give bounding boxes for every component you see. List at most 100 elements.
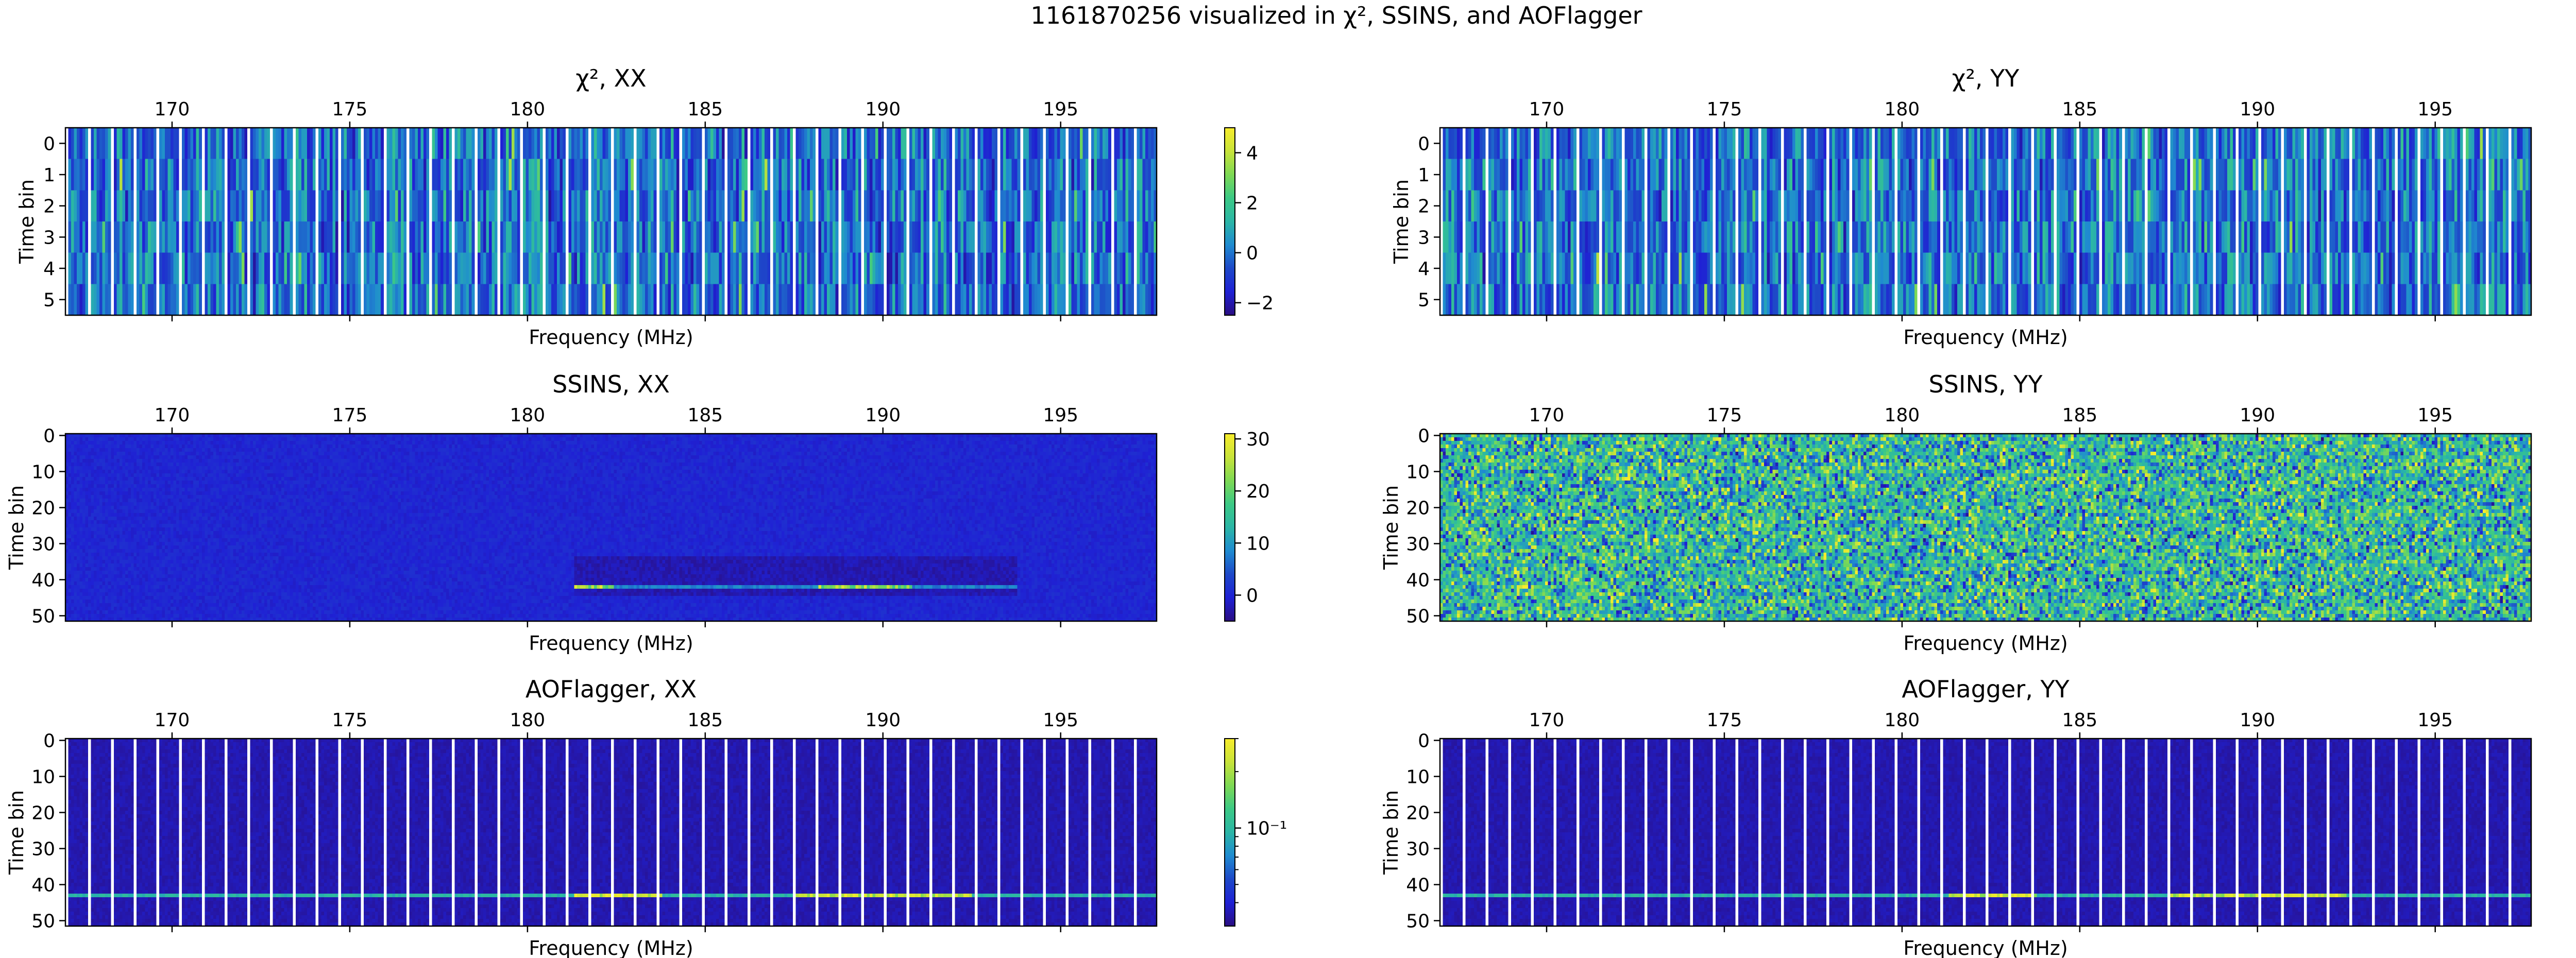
x-tick-label: 190 [2240, 405, 2275, 426]
heatmap-image [65, 434, 1157, 621]
y-tick-label: 0 [43, 426, 55, 447]
panel-aoflagger-yy: AOFlagger, YY 170 175 180 185 190 195 0 10 20 30 40… [1380, 675, 2532, 958]
x-tick-label: 175 [332, 99, 368, 120]
heatmap-image [1440, 434, 2531, 621]
panel-title: AOFlagger, YY [1902, 675, 2070, 703]
x-tick-label: 185 [687, 99, 723, 120]
x-tick-label: 190 [2240, 710, 2275, 731]
y-tick-label: 4 [43, 259, 55, 280]
y-tick-label: 4 [1418, 259, 1430, 280]
y-axis-label: Time bin [5, 790, 28, 875]
panel-ssins-yy: SSINS, YY 170 175 180 185 190 195 0 10 20 30 40 50 Fr… [1380, 370, 2532, 655]
colorbar-tick-label: 30 [1246, 429, 1270, 450]
x-tick-label: 175 [332, 710, 368, 731]
x-tick-label: 180 [510, 99, 546, 120]
plot-frame [1439, 433, 2532, 622]
x-tick-label: 185 [2062, 99, 2097, 120]
plot-frame [64, 127, 1158, 316]
colorbar-tick-label: 10 [1246, 533, 1270, 554]
figure-title: 1161870256 visualized in χ², SSINS, and … [1030, 2, 1642, 29]
x-tick-label: 180 [510, 405, 546, 426]
x-tick-label: 195 [1043, 710, 1078, 731]
panel-chi2-xx: χ², XX 170 175 180 185 190 195 0 1 2 3 4 5 Frequency … [15, 64, 1274, 349]
panel-title: SSINS, XX [552, 370, 670, 398]
y-tick-label: 2 [43, 196, 55, 217]
colorbar-tick-label: −2 [1246, 293, 1274, 314]
heatmap-image [1440, 739, 2531, 926]
y-tick-label: 20 [31, 803, 55, 824]
x-tick-label: 185 [687, 710, 723, 731]
x-tick-label: 170 [1529, 99, 1565, 120]
colorbar-tick-label: 0 [1246, 585, 1258, 606]
heatmap-image [65, 739, 1157, 926]
y-tick-label: 40 [1406, 570, 1430, 591]
y-tick-label: 20 [31, 498, 55, 519]
x-tick-label: 180 [1885, 99, 1920, 120]
x-tick-label: 180 [1885, 405, 1920, 426]
x-axis-label: Frequency (MHz) [529, 937, 693, 958]
heatmap-image [1440, 128, 2531, 315]
x-tick-label: 185 [687, 405, 723, 426]
x-tick-label: 180 [510, 710, 546, 731]
x-tick-label: 180 [1885, 710, 1920, 731]
x-tick-label: 170 [1529, 710, 1565, 731]
panel-ssins-xx: SSINS, XX 170 175 180 185 190 195 0 10 20 30 40 50 Fr… [5, 370, 1270, 655]
x-tick-label: 185 [2062, 405, 2097, 426]
y-axis-label: Time bin [5, 485, 28, 570]
colorbar-tick-label: 4 [1246, 143, 1258, 164]
colorbar-tick-label: 2 [1246, 193, 1258, 214]
x-tick-label: 195 [1043, 99, 1078, 120]
x-tick-label: 175 [1707, 99, 1742, 120]
colorbar-tick-label: 0 [1246, 243, 1258, 264]
y-tick-label: 50 [1406, 606, 1430, 627]
y-tick-label: 10 [1406, 767, 1430, 788]
x-axis-label: Frequency (MHz) [1903, 326, 2067, 349]
x-tick-label: 190 [865, 710, 901, 731]
y-tick-label: 0 [1418, 731, 1430, 752]
y-tick-label: 1 [1418, 165, 1430, 186]
colorbar [1224, 127, 1235, 316]
y-tick-label: 1 [43, 165, 55, 186]
y-tick-label: 40 [31, 875, 55, 896]
y-tick-label: 50 [31, 911, 55, 932]
y-tick-label: 30 [31, 534, 55, 555]
y-tick-label: 0 [43, 133, 55, 155]
panels: χ², XX 170 175 180 185 190 195 0 1 2 3 4 5 Frequency … [5, 64, 2532, 958]
x-tick-label: 190 [865, 405, 901, 426]
x-tick-label: 190 [2240, 99, 2275, 120]
y-tick-label: 50 [31, 606, 55, 627]
y-tick-label: 40 [31, 570, 55, 591]
x-tick-label: 170 [155, 405, 190, 426]
x-tick-label: 175 [332, 405, 368, 426]
x-tick-label: 170 [155, 99, 190, 120]
y-tick-label: 30 [1406, 839, 1430, 860]
x-axis-label: Frequency (MHz) [1903, 937, 2067, 958]
y-axis-label: Time bin [15, 179, 38, 264]
y-tick-label: 0 [43, 731, 55, 752]
plot-frame [1439, 127, 2532, 316]
y-axis-label: Time bin [1380, 790, 1402, 875]
y-tick-label: 10 [31, 462, 55, 483]
y-tick-label: 5 [1418, 290, 1430, 311]
heatmap-image [65, 128, 1157, 315]
y-tick-label: 40 [1406, 875, 1430, 896]
y-tick-label: 20 [1406, 803, 1430, 824]
y-tick-label: 30 [31, 839, 55, 860]
x-axis-label: Frequency (MHz) [1903, 632, 2067, 655]
x-tick-label: 195 [2417, 405, 2453, 426]
panel-title: AOFlagger, XX [526, 675, 697, 703]
y-tick-label: 30 [1406, 534, 1430, 555]
plot-frame [64, 433, 1158, 622]
x-tick-label: 170 [155, 710, 190, 731]
panel-title: χ², YY [1952, 64, 2020, 92]
x-tick-label: 195 [2417, 99, 2453, 120]
plot-frame [64, 738, 1158, 927]
y-tick-label: 20 [1406, 498, 1430, 519]
colorbar-tick-label: 10⁻¹ [1246, 818, 1287, 840]
x-tick-label: 175 [1707, 710, 1742, 731]
colorbar-tick-label: 20 [1246, 481, 1270, 502]
panel-title: χ², XX [575, 64, 646, 92]
y-tick-label: 50 [1406, 911, 1430, 932]
colorbar [1224, 738, 1235, 927]
